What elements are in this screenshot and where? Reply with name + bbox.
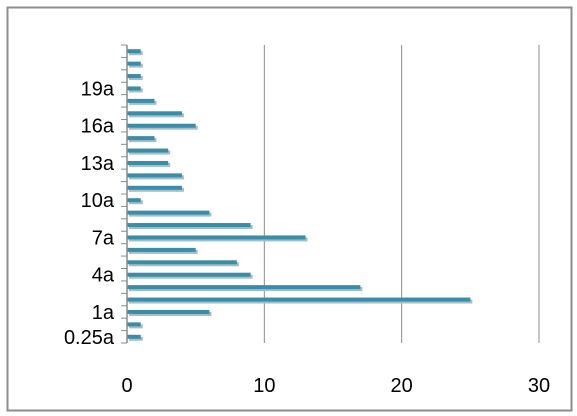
chart-border: [6, 6, 573, 412]
bar: [127, 260, 237, 265]
bar: [127, 98, 155, 103]
bar: [127, 160, 169, 165]
x-tick-label: 0: [121, 375, 132, 397]
y-tick-label: 1a: [92, 302, 115, 324]
grid-lines: [263, 45, 540, 343]
bar: [127, 235, 306, 240]
x-tick-label: 30: [528, 375, 550, 397]
bar: [127, 136, 155, 141]
axes: [121, 44, 128, 344]
bars: [127, 49, 473, 341]
bar-shadow: [129, 125, 198, 130]
y-tick-label: 13a: [81, 153, 115, 175]
bar: [127, 49, 141, 54]
x-tick-label: 20: [391, 375, 413, 397]
y-tick-label: 7a: [92, 227, 115, 249]
x-tick-label: 10: [253, 375, 275, 397]
bar: [127, 272, 251, 277]
bar: [127, 61, 141, 66]
bar: [127, 322, 141, 327]
bar: [127, 285, 361, 290]
y-tick-label: 10a: [81, 190, 115, 212]
bar: [127, 223, 251, 228]
y-tick-label: 19a: [81, 78, 115, 100]
bar: [127, 173, 182, 178]
bar: [127, 198, 141, 203]
bar: [127, 86, 141, 91]
y-tick-label: 0.25a: [64, 327, 115, 349]
bar: [127, 74, 141, 79]
bar: [127, 309, 210, 314]
y-tick-label: 16a: [81, 116, 115, 138]
bar: [127, 185, 182, 190]
tick-labels: 0 10 20 30 0.25a 1a 4a 7a 10a 13a 16a 19a: [64, 78, 550, 397]
bar: [127, 111, 182, 116]
bar: [127, 334, 141, 339]
bar: [127, 123, 196, 128]
y-tick-label: 4a: [92, 265, 115, 287]
bar: [127, 297, 471, 302]
bar: [127, 247, 196, 252]
bar: [127, 148, 169, 153]
bar: [127, 210, 210, 215]
